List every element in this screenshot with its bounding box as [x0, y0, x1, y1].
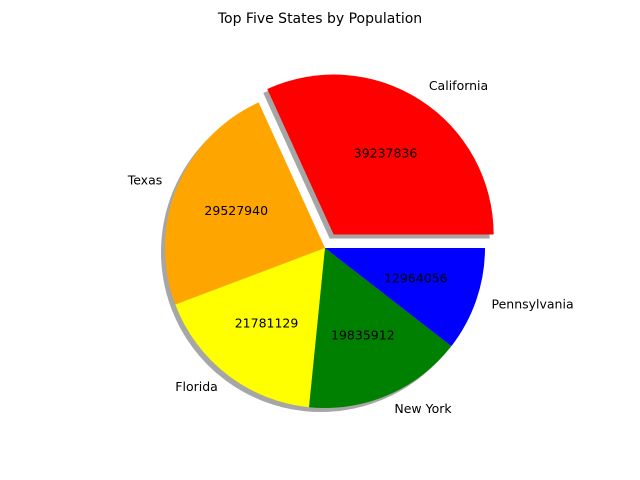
slice-new-york [309, 248, 452, 409]
value-label-pennsylvania: 12964056 [384, 271, 448, 286]
value-label-florida: 21781129 [235, 316, 299, 331]
slice-label-california: California [429, 78, 488, 93]
slice-texas [164, 102, 325, 305]
slice-label-florida: Florida [175, 379, 218, 394]
pie-label-layer: California 39237836 Texas 29527940 Florida 21… [127, 78, 574, 416]
value-label-texas: 29527940 [204, 203, 268, 218]
value-label-new-york: 19835912 [331, 328, 395, 343]
pie-slice-layer [164, 74, 494, 409]
slice-label-texas: Texas [127, 172, 163, 187]
slice-pennsylvania [325, 248, 485, 347]
slice-florida [175, 248, 325, 408]
value-label-california: 39237836 [354, 145, 418, 160]
slice-california [267, 74, 494, 235]
slice-label-pennsylvania: Pennsylvania [491, 297, 573, 312]
slice-label-new-york: New York [394, 401, 452, 416]
chart-title: Top Five States by Population [217, 11, 422, 27]
